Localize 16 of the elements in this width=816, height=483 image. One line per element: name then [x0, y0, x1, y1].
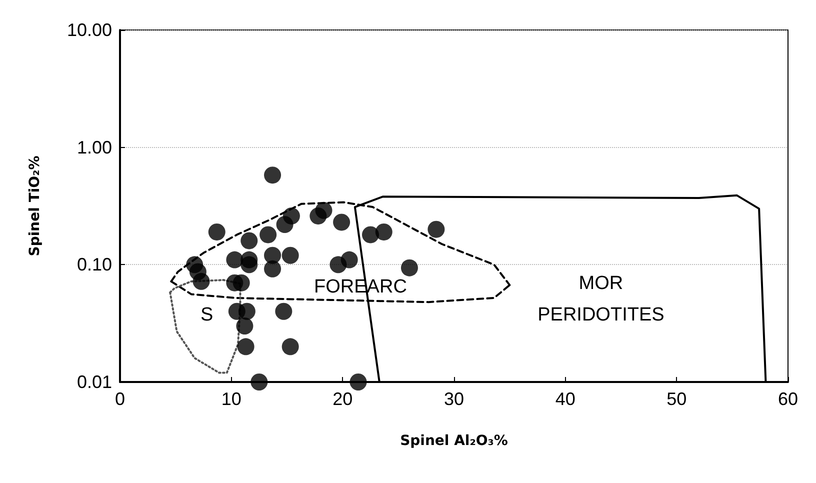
x-tick-label: 30 [444, 389, 464, 409]
x-tick-label: 10 [221, 389, 242, 409]
y-tick-label: 1.00 [76, 137, 112, 158]
y-tick-label: 0.01 [76, 372, 112, 392]
x-tick-label: 0 [114, 389, 126, 409]
x-tick-label: 50 [666, 389, 687, 409]
x-tick-label: 20 [332, 389, 353, 409]
y-tick-label: 0.10 [76, 254, 112, 275]
x-axis-title: Spinel Al₂O₃% [400, 433, 508, 449]
annotation: S [200, 304, 214, 326]
y-axis-title: Spinel TiO₂% [27, 156, 43, 256]
x-tick-label: 40 [555, 389, 576, 409]
annotation: PERIDOTITES [538, 304, 664, 326]
y-tick-label: 10.00 [66, 20, 112, 40]
annotation: MOR [578, 272, 624, 294]
x-tick-label: 60 [778, 389, 798, 409]
